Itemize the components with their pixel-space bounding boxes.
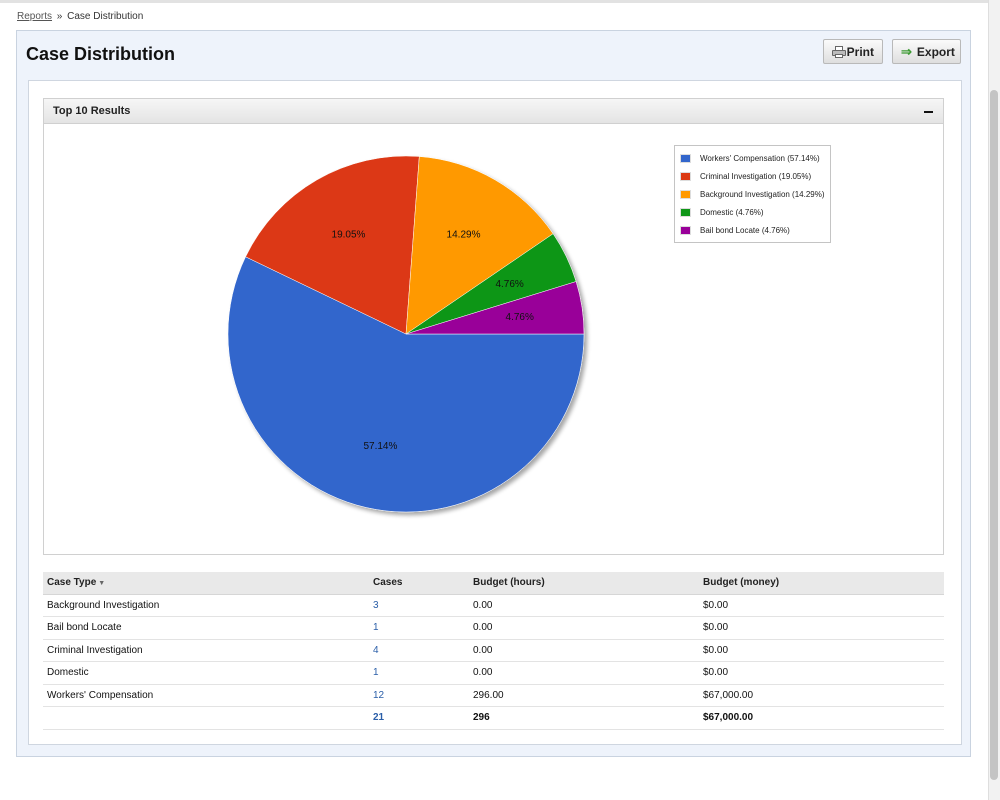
cases-count-link[interactable]: 3 — [373, 599, 379, 611]
results-panel: Top 10 Results 57.14% 19.05% 14.29% 4.76% 4.… — [43, 98, 944, 555]
legend-label: Criminal Investigation (19.05%) — [700, 171, 812, 181]
page-title: Case Distribution — [26, 44, 176, 64]
pie-slice-label: 14.29% — [447, 229, 481, 240]
print-button-label: Print — [846, 44, 874, 59]
table-body: Background Investigation 3 0.00 $0.00 Ba… — [43, 594, 944, 730]
cell-budget-money: $0.00 — [699, 616, 944, 640]
collapse-icon[interactable] — [924, 111, 933, 113]
arrow-right-icon: ⇒ — [901, 43, 912, 59]
cell-cases: 3 — [369, 594, 469, 617]
printer-icon — [832, 45, 846, 58]
pie-slice-label: 4.76% — [506, 312, 534, 323]
cell-budget-hours: 0.00 — [469, 616, 699, 640]
cell-budget-hours: 0.00 — [469, 594, 699, 617]
table-row: Criminal Investigation 4 0.00 $0.00 — [43, 639, 944, 662]
pie-slice-label: 57.14% — [363, 441, 397, 452]
totals-row: 21 296 $67,000.00 — [43, 706, 944, 730]
legend-item: Bail bond Locate (4.76%) — [680, 221, 826, 239]
breadcrumb-reports-link[interactable]: Reports — [17, 11, 53, 22]
table-row: Workers' Compensation 12 296.00 $67,000.… — [43, 684, 944, 707]
legend-swatch — [680, 189, 691, 199]
cell-case-type: Domestic — [43, 661, 369, 685]
cell-case-type: Criminal Investigation — [43, 639, 369, 662]
cell-cases: 4 — [369, 639, 469, 662]
cell-total-budget-hours: 296 — [469, 706, 699, 730]
sort-caret-icon: ▼ — [98, 580, 106, 588]
cases-count-link[interactable]: 12 — [373, 689, 385, 701]
results-panel-header: Top 10 Results — [44, 99, 943, 124]
column-header-cases: Cases — [369, 572, 469, 595]
cell-case-type: Workers' Compensation — [43, 684, 369, 707]
cell-cases: 1 — [369, 616, 469, 640]
breadcrumb-separator: » — [56, 11, 63, 22]
legend-swatch — [680, 207, 691, 217]
cases-count-link[interactable]: 4 — [373, 644, 379, 656]
legend-item: Background Investigation (14.29%) — [680, 185, 826, 203]
results-panel-title: Top 10 Results — [53, 105, 131, 117]
legend-label: Domestic (4.76%) — [700, 207, 764, 217]
cases-count-link[interactable]: 1 — [373, 667, 379, 679]
cell-cases: 12 — [369, 684, 469, 707]
case-distribution-table: Case Type ▼ Cases Budget (hours) Budget (… — [43, 572, 944, 730]
chart-legend: Workers' Compensation (57.14%) Criminal I… — [674, 145, 831, 243]
breadcrumb: Reports » Case Distribution — [17, 11, 143, 22]
cell-total-cases: 21 — [369, 706, 469, 730]
pie-labels-group: 57.14% 19.05% 14.29% 4.76% 4.76% — [332, 229, 534, 452]
cell-case-type: Background Investigation — [43, 594, 369, 617]
pie-slice-background-investigation[interactable] — [405, 156, 554, 335]
legend-swatch — [680, 171, 691, 181]
scrollbar-thumb[interactable] — [990, 90, 998, 780]
cell-total-budget-money: $67,000.00 — [699, 706, 944, 730]
cell-budget-money: $0.00 — [699, 661, 944, 685]
column-header-case-type-label: Case Type — [47, 577, 97, 589]
cell-budget-money: $0.00 — [699, 639, 944, 662]
legend-label: Bail bond Locate (4.76%) — [700, 225, 790, 235]
export-button[interactable]: ⇒ Export — [892, 39, 961, 64]
cell-budget-money: $0.00 — [699, 594, 944, 617]
cell-cases: 1 — [369, 661, 469, 685]
pie-slice-bail-bond-locate[interactable] — [405, 281, 585, 335]
legend-swatch — [680, 153, 691, 163]
cell-case-type: Bail bond Locate — [43, 616, 369, 640]
column-header-budget-money: Budget (money) — [699, 572, 944, 595]
pie-chart: 57.14% 19.05% 14.29% 4.76% 4.76% — [227, 155, 585, 513]
legend-swatch — [680, 225, 691, 235]
legend-item: Domestic (4.76%) — [680, 203, 826, 221]
cell-totals-label — [43, 706, 369, 730]
column-header-case-type[interactable]: Case Type ▼ — [43, 572, 369, 595]
column-header-budget-hours: Budget (hours) — [469, 572, 699, 595]
legend-label: Workers' Compensation (57.14%) — [700, 153, 820, 163]
cell-budget-hours: 296.00 — [469, 684, 699, 707]
table-row: Background Investigation 3 0.00 $0.00 — [43, 594, 944, 617]
table-row: Bail bond Locate 1 0.00 $0.00 — [43, 616, 944, 640]
breadcrumb-current: Case Distribution — [67, 11, 144, 22]
legend-label: Background Investigation (14.29%) — [700, 189, 825, 199]
cell-budget-money: $67,000.00 — [699, 684, 944, 707]
print-button[interactable]: Print — [823, 39, 883, 64]
table-row: Domestic 1 0.00 $0.00 — [43, 661, 944, 685]
export-button-label: Export — [916, 44, 955, 59]
table-header-row: Case Type ▼ Cases Budget (hours) Budget (… — [43, 572, 944, 595]
pie-slices-group — [227, 155, 585, 513]
total-cases-link[interactable]: 21 — [373, 712, 385, 724]
cases-count-link[interactable]: 1 — [373, 622, 379, 634]
pie-slice-label: 19.05% — [332, 229, 366, 240]
cell-budget-hours: 0.00 — [469, 639, 699, 662]
legend-item: Workers' Compensation (57.14%) — [680, 149, 826, 167]
legend-item: Criminal Investigation (19.05%) — [680, 167, 826, 185]
pie-slice-criminal-investigation[interactable] — [245, 155, 420, 335]
top-border-line — [0, 0, 990, 3]
cell-budget-hours: 0.00 — [469, 661, 699, 685]
pie-slice-workers-compensation[interactable] — [227, 256, 585, 513]
pie-slice-label: 4.76% — [495, 279, 523, 290]
